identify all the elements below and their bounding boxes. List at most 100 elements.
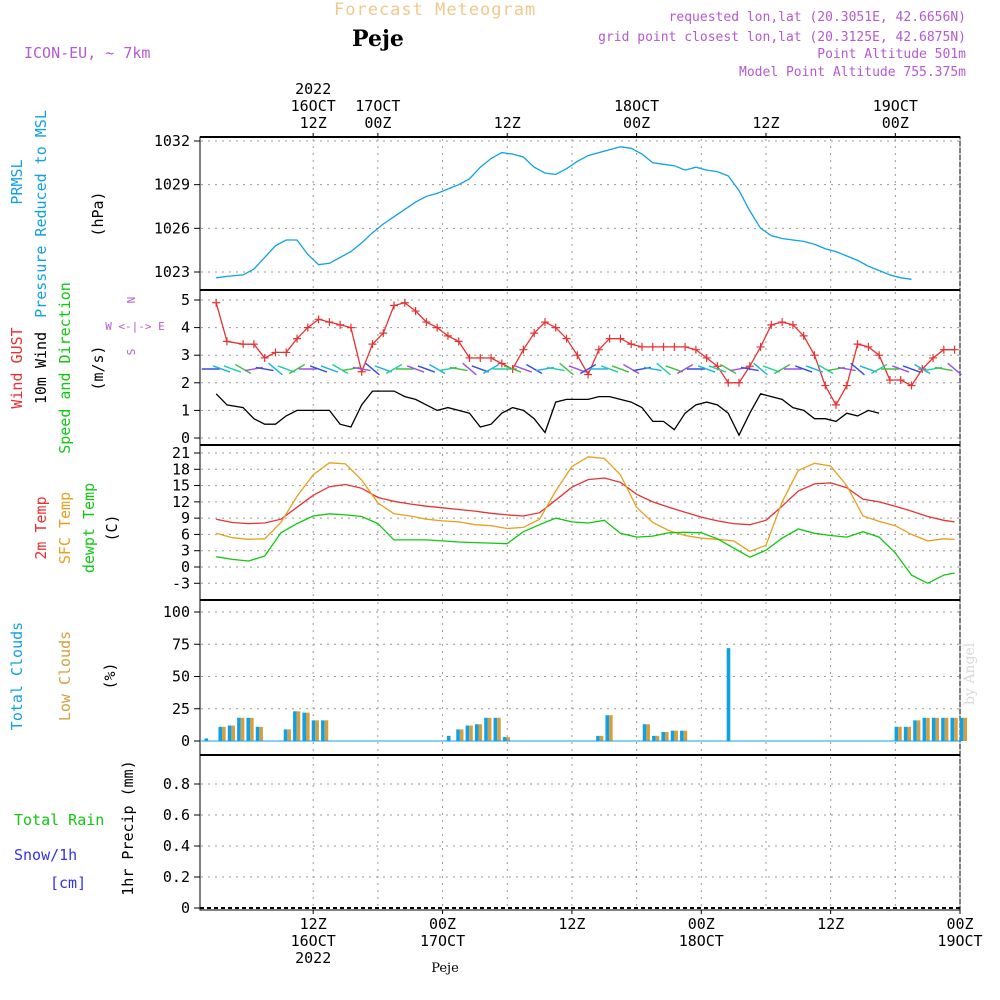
wind-arrow: [417, 365, 436, 373]
low-cloud-bar: [287, 729, 291, 741]
wind-arrow: [277, 365, 295, 373]
y-tick-label: 1023: [154, 263, 190, 281]
time-tick-label: 00Z: [429, 915, 456, 933]
total-cloud-bar: [922, 717, 927, 741]
y-tick-label: 0.6: [163, 806, 190, 824]
total-cloud-bar: [605, 715, 610, 741]
wind-arrow: [352, 366, 371, 372]
gust-marker: [724, 378, 733, 387]
wind-arrow: [331, 363, 349, 375]
gust-marker: [864, 342, 873, 351]
wind-arrow: [255, 366, 274, 372]
gust-marker: [562, 334, 571, 343]
gust-marker: [616, 334, 625, 343]
y-tick-label: 100: [163, 603, 190, 621]
gust-marker: [929, 353, 938, 362]
gust-marker: [756, 342, 765, 351]
y-tick-label: 1026: [154, 219, 190, 237]
total-cloud-bar: [474, 724, 479, 741]
low-cloud-bar: [907, 726, 912, 741]
total-cloud-bar: [484, 717, 488, 741]
time-tick-label: 00Z: [882, 114, 909, 132]
time-tick-label: 2022: [295, 80, 331, 98]
y-tick-label: 21: [172, 444, 190, 462]
y-tick-label: 0.8: [163, 775, 190, 793]
point-altitude: Point Altitude 501m: [817, 47, 966, 62]
gust-marker: [853, 340, 862, 349]
gust-marker: [810, 351, 819, 360]
wind-arrow: [697, 365, 716, 373]
low-cloud-bar: [944, 717, 949, 741]
gust-marker: [519, 345, 528, 354]
gust-marker: [368, 340, 377, 349]
total-cloud-bar: [283, 729, 288, 741]
wind-arrow: [902, 365, 921, 373]
gust-marker: [293, 334, 302, 343]
total-cloud-bar: [218, 726, 223, 741]
time-tick-label: 17OCT: [420, 932, 465, 950]
wind-10m-label: 10m Wind: [32, 332, 50, 404]
low-cloud-bar: [954, 717, 958, 741]
gust-marker: [476, 353, 485, 362]
low-cloud-bar: [222, 726, 226, 741]
total-cloud-bar: [227, 725, 232, 741]
requested-coords: requested lon,lat (20.3051E, 42.6656N): [668, 10, 966, 25]
snow-unit-label: [cm]: [50, 874, 86, 892]
y-tick-label: 18: [172, 460, 190, 478]
total-cloud-bar: [652, 735, 656, 741]
wind-arrow: [374, 365, 392, 373]
wind-arrow: [503, 365, 522, 373]
y-tick-label: 2: [181, 374, 190, 392]
total-cloud-bar: [302, 712, 306, 741]
wind-arrow: [482, 363, 500, 375]
gust-marker: [239, 340, 248, 349]
total-cloud-bar: [493, 717, 498, 741]
wind-arrow: [309, 365, 328, 373]
low-cloud-bar: [324, 720, 329, 741]
low-cloud-bar: [250, 717, 254, 741]
gust-marker: [551, 323, 560, 332]
wind-arrow: [471, 365, 489, 373]
wind-arrow: [288, 363, 306, 375]
total-clouds-label: Total Clouds: [8, 622, 26, 730]
low-cloud-bar: [305, 712, 310, 741]
total-cloud-bar: [894, 726, 899, 741]
gust-marker: [422, 318, 431, 327]
low-cloud-bar: [609, 715, 613, 741]
y-tick-label: 0: [181, 558, 190, 576]
total-cloud-bar: [255, 726, 260, 741]
gust-marker: [540, 318, 549, 327]
wind-arrow: [559, 362, 574, 376]
gust-marker: [702, 353, 711, 362]
gust-marker: [282, 348, 291, 357]
wind-arrow: [611, 365, 630, 373]
wind-arrow: [817, 363, 834, 375]
gust-marker: [605, 334, 614, 343]
wind-arrow: [385, 363, 403, 375]
wind-arrow: [223, 365, 242, 373]
y-tick-label: 0.2: [163, 868, 190, 886]
gust-marker: [303, 323, 312, 332]
gust-marker: [249, 340, 258, 349]
temp-sfc-label: SFC Temp: [56, 492, 74, 564]
low-cloud-bar: [315, 720, 319, 741]
low-cloud-bar: [296, 711, 301, 741]
wind-arrow: [429, 363, 446, 375]
time-tick-label: 12Z: [300, 915, 327, 933]
total-cloud-bar: [246, 717, 251, 741]
wind-arrow: [947, 362, 962, 376]
low-cloud-bar: [963, 717, 968, 741]
time-tick-label: 16OCT: [291, 97, 336, 115]
time-tick-label: 00Z: [946, 915, 973, 933]
temp-sfc-line: [216, 456, 955, 553]
time-tick-label: 12Z: [817, 915, 844, 933]
wind-arrow: [773, 363, 791, 375]
low-cloud-bar: [231, 725, 235, 741]
pressure-line: [216, 146, 912, 280]
total-cloud-bar: [903, 726, 908, 741]
y-tick-label: 1029: [154, 176, 190, 194]
wind-arrow: [546, 366, 565, 372]
gust-marker: [379, 329, 388, 338]
low-cloud-bar: [926, 717, 930, 741]
wind-arrow: [892, 365, 910, 373]
